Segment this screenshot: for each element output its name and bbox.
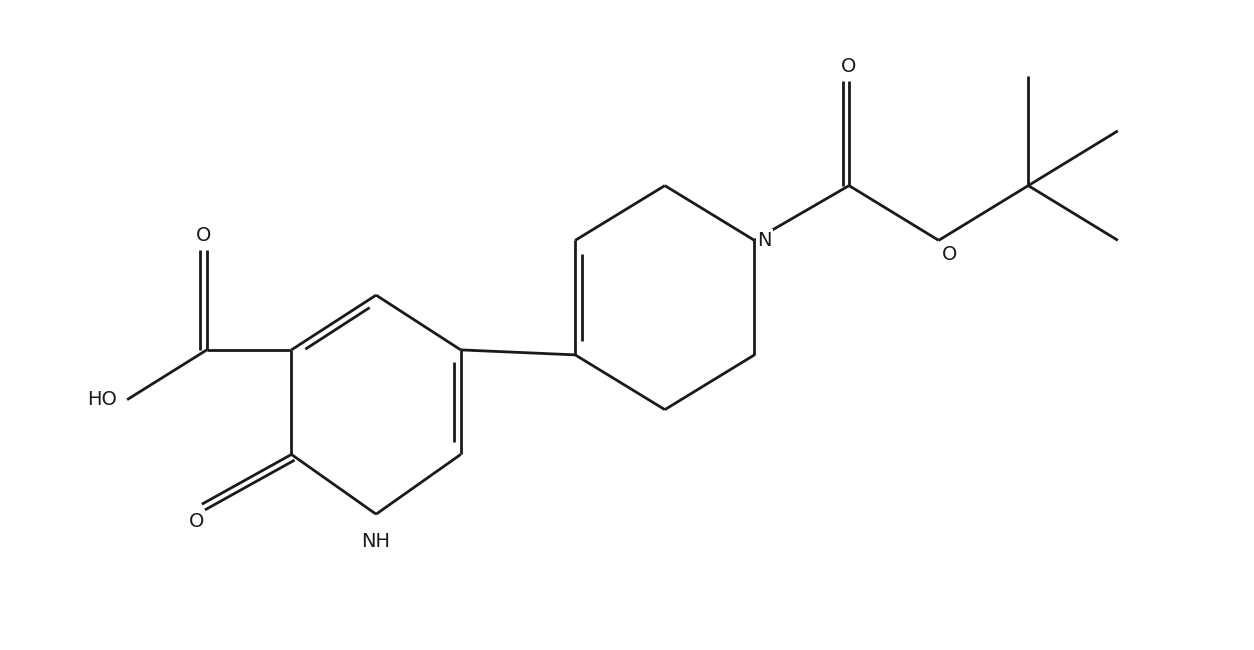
Text: N: N bbox=[757, 231, 772, 250]
Text: O: O bbox=[189, 512, 204, 531]
Text: O: O bbox=[942, 245, 957, 265]
Text: NH: NH bbox=[361, 532, 390, 551]
Text: HO: HO bbox=[88, 390, 117, 410]
Text: O: O bbox=[841, 57, 856, 76]
Text: O: O bbox=[196, 226, 212, 245]
